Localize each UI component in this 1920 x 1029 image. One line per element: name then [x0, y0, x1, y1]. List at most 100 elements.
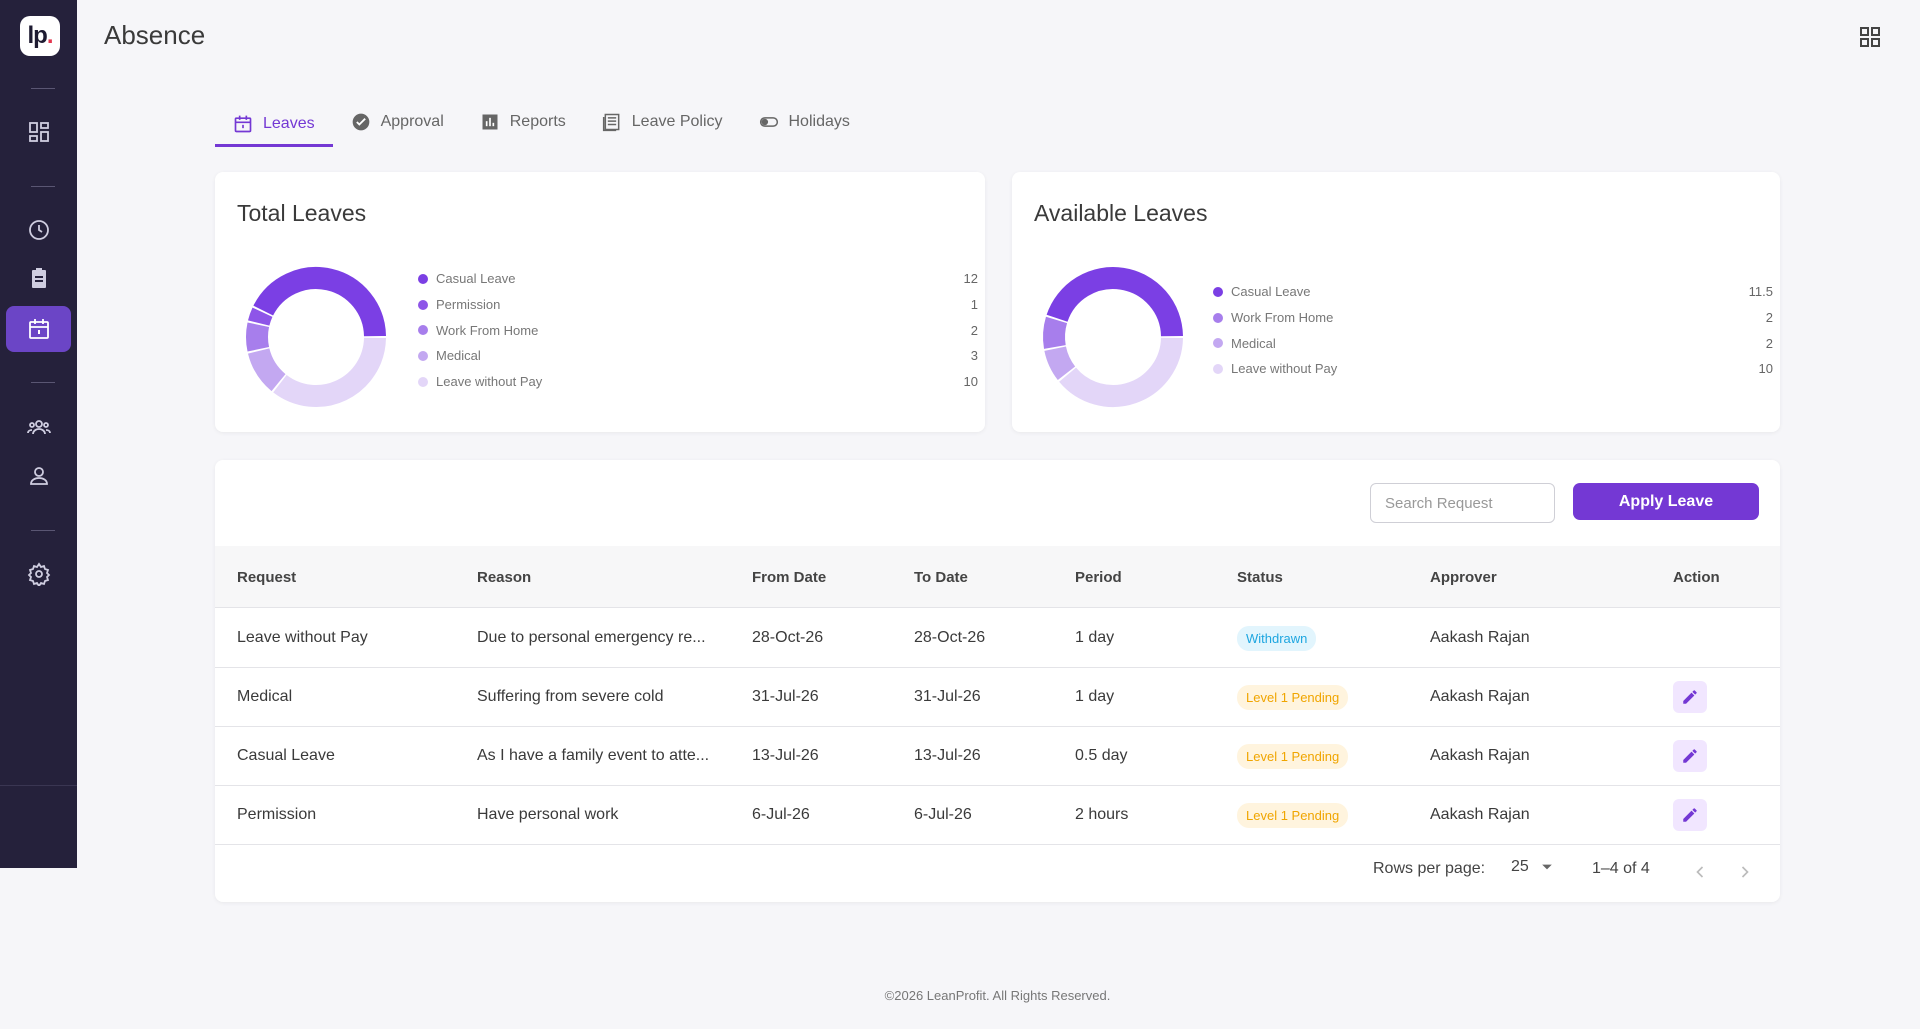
legend-dot	[418, 273, 428, 284]
donut-segment	[253, 267, 386, 337]
pencil-icon	[1683, 808, 1697, 822]
dashboard-icon[interactable]	[6, 109, 71, 155]
document-icon	[602, 113, 620, 132]
action-cell	[1673, 668, 1707, 726]
legend-label: Leave without Pay	[436, 374, 543, 390]
from-date-cell: 13-Jul-26	[752, 747, 819, 764]
table-row[interactable]: Medical Suffering from severe cold 31-Jul-…	[215, 668, 1780, 727]
apply-leave-button[interactable]: Apply Leave	[1573, 483, 1759, 520]
settings-icon[interactable]	[6, 551, 71, 597]
legend-label: Work From Home	[436, 322, 539, 338]
column-header[interactable]: From Date	[752, 568, 827, 586]
from-date-cell: 6-Jul-26	[752, 806, 810, 823]
status-badge: Level 1 Pending	[1237, 802, 1349, 828]
edit-button[interactable]	[1673, 799, 1707, 831]
sidebar-divider	[31, 530, 55, 531]
sidebar-divider	[31, 382, 55, 383]
pencil-icon	[1683, 749, 1697, 763]
to-date-cell: 6-Jul-26	[914, 806, 972, 823]
table-row[interactable]: Permission Have personal work 6-Jul-26 6-Ju…	[215, 786, 1780, 845]
status-badge: Level 1 Pending	[1237, 743, 1349, 769]
user-icon[interactable]	[6, 453, 71, 499]
to-date-cell: 31-Jul-26	[914, 688, 981, 705]
legend-label: Work From Home	[1231, 310, 1334, 326]
legend-value: 3	[970, 348, 978, 364]
legend-dot	[1213, 312, 1223, 323]
legend-label: Medical	[436, 348, 481, 364]
clock-icon[interactable]	[6, 207, 71, 253]
status-badge: Withdrawn	[1237, 625, 1317, 651]
tab-leaves[interactable]: Leaves	[215, 100, 333, 147]
apps-grid-icon[interactable]	[1858, 25, 1882, 49]
search-input[interactable]: Search Request	[1370, 483, 1555, 523]
tab-bar: Leaves Approval Reports Leave Policy Hol…	[215, 100, 868, 147]
action-cell	[1673, 786, 1707, 844]
column-header[interactable]: Approver	[1430, 568, 1497, 586]
legend-item: Casual Leave 11.5	[1213, 279, 1773, 305]
tab-holidays[interactable]: Holidays	[741, 100, 868, 144]
available-leaves-card: Available Leaves Casual Leave 11.5 Work Fr…	[1012, 172, 1780, 432]
donut-segment	[246, 322, 270, 352]
legend-item: Medical 3	[418, 343, 978, 369]
table-row[interactable]: Leave without Pay Due to personal emergen…	[215, 609, 1780, 668]
reason-cell: Have personal work	[477, 806, 619, 823]
period-cell: 1 day	[1075, 688, 1115, 705]
donut-segment	[1044, 346, 1076, 381]
from-date-cell: 31-Jul-26	[752, 688, 819, 705]
edit-button[interactable]	[1673, 681, 1707, 713]
to-date-cell: 28-Oct-26	[914, 629, 986, 646]
table-header: Request Reason From Date To Date Period …	[215, 546, 1780, 608]
chevron-left-icon[interactable]	[1690, 862, 1710, 882]
legend-value: 2	[1765, 335, 1773, 351]
request-cell: Leave without Pay	[237, 629, 368, 646]
period-cell: 1 day	[1075, 629, 1115, 646]
legend-label: Leave without Pay	[1231, 361, 1338, 377]
legend-dot	[418, 376, 428, 387]
column-header[interactable]: Reason	[477, 568, 532, 586]
column-header[interactable]: Status	[1237, 568, 1283, 586]
approver-cell: Aakash Rajan	[1430, 688, 1530, 705]
legend-value: 2	[970, 322, 978, 338]
approver-cell: Aakash Rajan	[1430, 806, 1530, 823]
column-header[interactable]: Request	[237, 568, 297, 586]
column-header[interactable]: To Date	[914, 568, 968, 586]
legend-dot	[1213, 363, 1223, 374]
tab-approval[interactable]: Approval	[333, 100, 462, 144]
tab-reports[interactable]: Reports	[462, 100, 584, 144]
rows-per-page-select[interactable]: 25	[1511, 858, 1553, 876]
from-date-cell: 28-Oct-26	[752, 629, 824, 646]
column-header[interactable]: Period	[1075, 568, 1122, 586]
caret-down-icon	[1542, 864, 1553, 870]
tab-label: Leaves	[263, 114, 315, 132]
leave-requests-card: Search Request Apply Leave Request Reaso…	[215, 460, 1780, 902]
legend-dot	[418, 350, 428, 361]
edit-button[interactable]	[1673, 740, 1707, 772]
app-logo[interactable]: lp.	[20, 16, 60, 56]
tab-label: Leave Policy	[631, 113, 723, 130]
status-cell: Withdrawn	[1237, 609, 1317, 667]
period-cell: 0.5 day	[1075, 747, 1128, 764]
total-leaves-donut	[246, 267, 386, 407]
status-cell: Level 1 Pending	[1237, 727, 1349, 785]
card-title: Available Leaves	[1034, 200, 1208, 226]
table-row[interactable]: Casual Leave As I have a family event to …	[215, 727, 1780, 786]
pagination-range: 1–4 of 4	[1592, 860, 1650, 877]
tab-leave-policy[interactable]: Leave Policy	[584, 100, 741, 144]
calendar-icon[interactable]	[6, 306, 71, 352]
tab-label: Holidays	[788, 113, 850, 130]
legend-item: Medical 2	[1213, 330, 1773, 356]
page-title: Absence	[104, 20, 206, 50]
donut-segment	[273, 337, 386, 407]
donut-segment	[1043, 316, 1068, 349]
calendar-icon	[234, 115, 252, 132]
available-leaves-legend: Casual Leave 11.5 Work From Home 2 Medical 2 L…	[1213, 279, 1773, 382]
legend-item: Permission 1	[418, 292, 978, 318]
period-cell: 2 hours	[1075, 806, 1129, 823]
chevron-right-icon[interactable]	[1735, 862, 1755, 882]
approver-cell: Aakash Rajan	[1430, 629, 1530, 646]
legend-item: Leave without Pay 10	[418, 369, 978, 395]
column-header: Action	[1673, 568, 1720, 586]
team-icon[interactable]	[6, 404, 71, 450]
legend-dot	[1213, 286, 1223, 297]
clipboard-icon[interactable]	[6, 255, 71, 301]
